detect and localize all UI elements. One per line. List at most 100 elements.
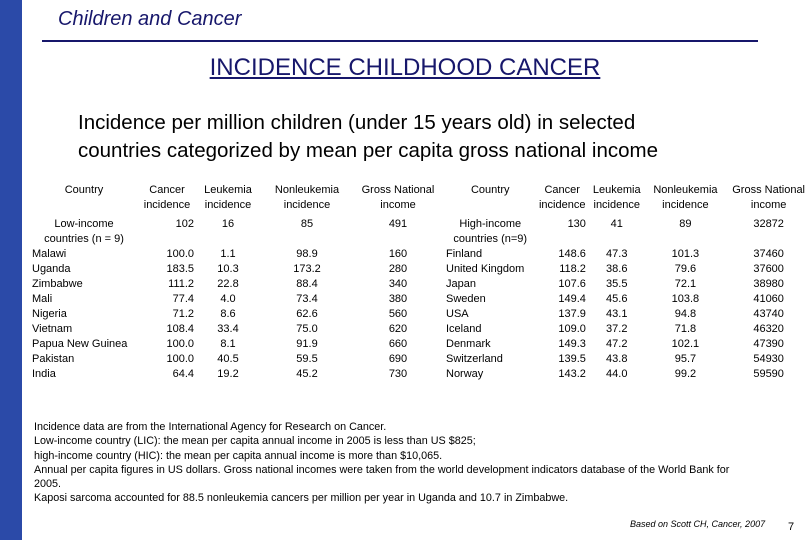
table-row: Papua New Guinea 100.0 8.1 91.9 660: [32, 337, 440, 352]
data-cell: 43.8: [606, 353, 628, 365]
country-name: Mali: [32, 293, 53, 305]
group-row: countries (n=9): [446, 232, 810, 247]
slide-title: INCIDENCE CHILDHOOD CANCER: [209, 54, 601, 81]
data-cell: 99.2: [674, 368, 697, 380]
data-cell: 41060: [753, 293, 784, 305]
data-cell: 139.5: [558, 353, 586, 365]
footnote-line: 2005.: [34, 478, 62, 491]
group-value: 85: [300, 218, 314, 230]
data-cell: 46320: [753, 323, 784, 335]
column-header-line: incidence: [593, 199, 640, 211]
column-header: Gross National income: [356, 183, 440, 213]
group-row: High-income 130 41 89 32872: [446, 217, 810, 232]
data-cell: 4.0: [220, 293, 236, 305]
country-name: Malawi: [32, 248, 67, 260]
column-header: Cancer incidence: [535, 183, 590, 213]
table-row: Pakistan 100.0 40.5 59.5 690: [32, 352, 440, 367]
table-row: Mali 77.4 4.0 73.4 380: [32, 292, 440, 307]
slide-header: Children and Cancer: [58, 8, 242, 30]
column-header: Gross National income: [727, 183, 810, 213]
column-header-line: incidence: [283, 199, 331, 211]
table-row: Zimbabwe 111.2 22.8 88.4 340: [32, 277, 440, 292]
data-cell: 100.0: [166, 338, 194, 350]
country-name: Finland: [446, 248, 483, 260]
accent-sidebar: [0, 0, 22, 540]
group-value: 41: [610, 218, 623, 230]
data-cell: 38980: [753, 278, 784, 290]
data-cell: 47390: [753, 338, 784, 350]
footnotes: Incidence data are from the Internationa…: [34, 420, 810, 506]
data-cell: 45.2: [296, 368, 318, 380]
data-cell: 47.3: [606, 248, 628, 260]
data-cell: 43740: [753, 308, 784, 320]
table-row: Sweden 149.4 45.6 103.8 41060: [446, 292, 810, 307]
country-name: Pakistan: [32, 353, 75, 365]
footnote-line: Low-income country (LIC): the mean per c…: [34, 435, 476, 448]
empty-cell: [198, 232, 258, 247]
group-value: 491: [388, 218, 408, 230]
page-number: 7: [788, 521, 795, 533]
data-cell: 103.8: [671, 293, 700, 305]
column-header-line: Gross National: [361, 184, 435, 196]
data-cell: 77.4: [172, 293, 194, 305]
data-cell: 33.4: [217, 323, 239, 335]
data-cell: 108.4: [166, 323, 194, 335]
data-cell: 37.2: [606, 323, 628, 335]
column-header: Leukemia incidence: [590, 183, 644, 213]
data-cell: 40.5: [217, 353, 239, 365]
column-header-line: Country: [470, 184, 510, 196]
data-cell: 1.1: [220, 248, 236, 260]
data-cell: 380: [388, 293, 408, 305]
data-cell: 690: [388, 353, 408, 365]
table-row: Iceland 109.0 37.2 71.8 46320: [446, 322, 810, 337]
column-header-line: Nonleukemia: [274, 184, 340, 196]
group-value: 16: [221, 218, 235, 230]
table-row: Denmark 149.3 47.2 102.1 47390: [446, 337, 810, 352]
data-cell: 620: [388, 323, 408, 335]
column-header-line: incidence: [538, 199, 586, 211]
data-cell: 94.8: [674, 308, 697, 320]
data-cell: 64.4: [172, 368, 194, 380]
data-cell: 173.2: [293, 263, 321, 275]
data-cell: 149.3: [558, 338, 586, 350]
data-cell: 137.9: [558, 308, 586, 320]
group-label: High-income: [459, 218, 522, 230]
country-name: Switzerland: [446, 353, 503, 365]
column-header-line: Nonleukemia: [653, 184, 718, 196]
data-cell: 102.1: [671, 338, 700, 350]
high-income-table: Country Cancer incidence Leukemia incidence N…: [446, 183, 810, 382]
group-value: 32872: [753, 218, 784, 230]
column-header: Leukemia incidence: [198, 183, 258, 213]
data-cell: 100.0: [166, 353, 194, 365]
data-cell: 71.8: [674, 323, 697, 335]
data-cell: 98.9: [296, 248, 318, 260]
data-cell: 62.6: [296, 308, 318, 320]
data-cell: 44.0: [606, 368, 628, 380]
column-header-line: incidence: [204, 199, 252, 211]
footnote-line: high-income country (HIC): the mean per …: [34, 449, 443, 462]
country-name: Japan: [446, 278, 476, 290]
data-cell: 45.6: [606, 293, 628, 305]
low-income-table: Country Cancer incidence Leukemia incidence N…: [32, 183, 440, 382]
column-header: Country: [446, 183, 535, 213]
column-header: Country: [32, 183, 136, 213]
data-cell: 73.4: [296, 293, 318, 305]
group-value: 102: [175, 218, 194, 230]
table-row: Norway 143.2 44.0 99.2 59590: [446, 367, 810, 382]
country-name: India: [32, 368, 56, 380]
country-name: Sweden: [446, 293, 486, 305]
column-header-line: Country: [64, 184, 104, 196]
column-header-line: Cancer: [149, 184, 185, 196]
header-row: Country Cancer incidence Leukemia incidence N…: [446, 183, 810, 213]
data-cell: 43.1: [606, 308, 628, 320]
footnote-line: Incidence data are from the Internationa…: [34, 421, 387, 433]
table-row: Switzerland 139.5 43.8 95.7 54930: [446, 352, 810, 367]
data-cell: 560: [388, 308, 408, 320]
group-value: 89: [679, 218, 692, 230]
data-cell: 148.6: [558, 248, 586, 260]
column-header-line: Leukemia: [204, 184, 252, 196]
data-cell: 143.2: [558, 368, 586, 380]
slide-subtitle: Incidence per million children (under 15…: [78, 111, 659, 162]
data-cell: 107.6: [558, 278, 586, 290]
column-header-line: Cancer: [544, 184, 580, 196]
